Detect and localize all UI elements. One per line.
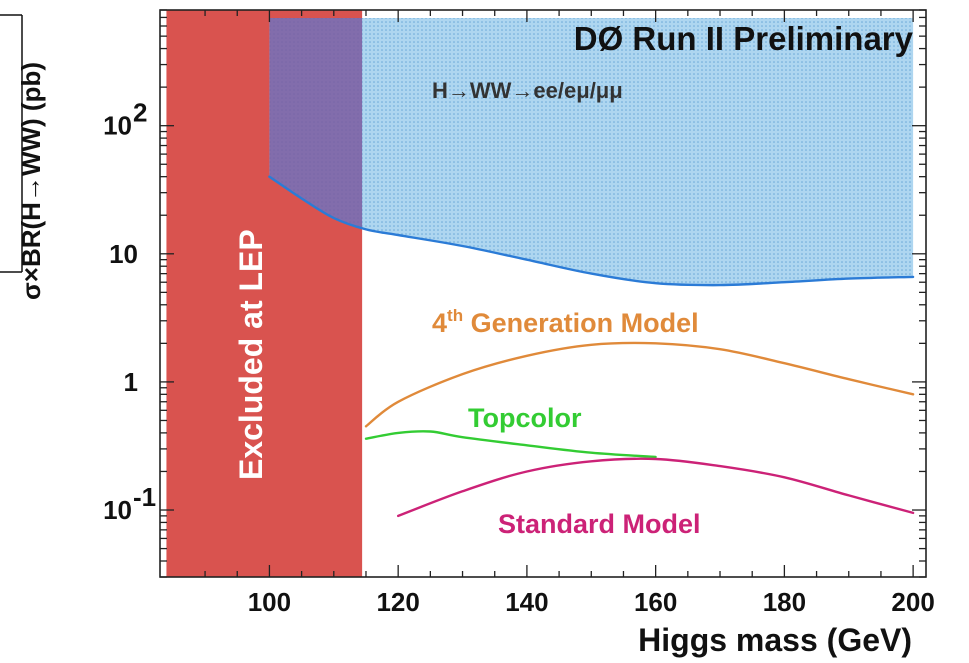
label-4th-main: 4 [432,308,447,338]
x-tick-label: 100 [248,587,291,617]
x-tick-label: 120 [376,587,419,617]
chart-title: DØ Run II Preliminary [574,20,914,57]
x-tick-label: 140 [505,587,548,617]
series-layer [364,341,915,518]
y-tick-exponent: 2 [133,98,147,128]
x-tick-label: 180 [763,587,806,617]
series-line-standard-model [397,457,915,518]
x-axis: 100 120 140 160 180 200 [204,10,935,617]
label-4th-sup: th [447,306,463,325]
plot-frame [159,9,927,578]
exclusion-limit-area [269,18,914,286]
y-axis-title: σ×BR(H→WW) (pb) [16,62,46,300]
y-tick-label: 10 [109,239,138,269]
exclusion-overlap-area [269,18,363,229]
y-tick-exponent: -1 [133,482,156,512]
label-4th-generation: 4th Generation Model [432,306,699,338]
x-tick-label: 200 [891,587,934,617]
series-line-topcolor [364,430,657,459]
x-tick-label: 160 [634,587,677,617]
lep-excluded-label: Excluded at LEP [233,229,269,480]
x-axis-title: Higgs mass (GeV) [638,622,912,658]
y-tick-label: 10 [103,111,132,141]
plot-area [166,10,915,577]
label-topcolor: Topcolor [468,403,582,433]
exclusion-limit-line [268,175,915,287]
label-4th-rest: Generation Model [463,308,699,338]
y-tick-label: 10 [103,495,132,525]
y-tick-label: 1 [124,367,138,397]
series-line-4th-generation-model [364,341,915,428]
chart-subtitle: H→WW→ee/eμ/μμ [432,78,623,103]
label-standard-model: Standard Model [498,509,701,539]
